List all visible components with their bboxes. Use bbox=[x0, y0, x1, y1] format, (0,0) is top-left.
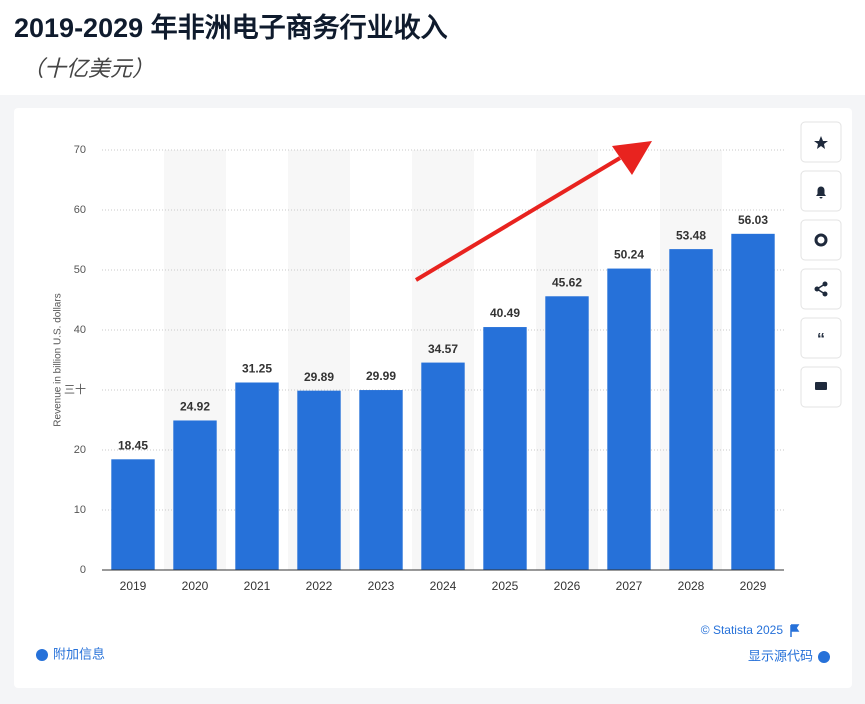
x-tick-label: 2019 bbox=[120, 579, 147, 593]
cite-button[interactable] bbox=[800, 317, 842, 359]
x-tick-label: 2023 bbox=[368, 579, 395, 593]
x-tick-label: 2029 bbox=[740, 579, 767, 593]
credit[interactable]: © Statista 2025 bbox=[701, 623, 784, 637]
side-buttons: “ bbox=[800, 121, 842, 408]
x-tick-label: 2025 bbox=[492, 579, 519, 593]
share-button[interactable] bbox=[800, 268, 842, 310]
bar bbox=[235, 382, 279, 570]
bar bbox=[421, 362, 465, 570]
bar bbox=[359, 390, 403, 570]
info-icon bbox=[818, 651, 830, 663]
data-label: 29.89 bbox=[304, 370, 334, 384]
settings-button[interactable] bbox=[800, 219, 842, 261]
data-label: 24.92 bbox=[180, 400, 210, 414]
y-tick-label: 70 bbox=[74, 144, 86, 156]
data-label: 31.25 bbox=[242, 362, 272, 376]
data-label: 53.48 bbox=[676, 228, 706, 242]
y-tick-label: 50 bbox=[74, 264, 86, 276]
gear-icon bbox=[814, 233, 828, 247]
bar bbox=[297, 390, 341, 570]
x-tick-label: 2022 bbox=[306, 579, 333, 593]
bar bbox=[669, 249, 713, 570]
bell-icon bbox=[816, 186, 826, 199]
arrow-head bbox=[612, 141, 652, 175]
data-label: 50.24 bbox=[614, 248, 644, 262]
bar bbox=[545, 296, 589, 570]
y-tick-label: 40 bbox=[74, 324, 86, 336]
show-source-link[interactable]: 显示源代码 bbox=[748, 648, 813, 663]
y-tick-label: 60 bbox=[74, 204, 86, 216]
arrow-shaft bbox=[414, 156, 622, 282]
additional-info-link[interactable]: 附加信息 bbox=[53, 646, 105, 661]
data-label: 34.57 bbox=[428, 342, 458, 356]
data-label: 40.49 bbox=[490, 306, 520, 320]
bar bbox=[607, 268, 651, 570]
bar bbox=[173, 420, 217, 570]
info-icon bbox=[36, 649, 48, 661]
y-tick-label: 三十 bbox=[64, 382, 86, 396]
bar bbox=[111, 459, 155, 570]
quote-icon: “ bbox=[817, 331, 825, 348]
arrow-annotation bbox=[414, 141, 652, 282]
print-icon bbox=[815, 382, 827, 390]
plot: 0 10 20 三十 40 50 60 70 18.45 2019 24.92 2020 31.25 20… bbox=[64, 144, 784, 593]
flag-icon bbox=[790, 624, 800, 637]
y-axis-title: Revenue in billion U.S. dollars bbox=[53, 293, 64, 426]
data-label: 29.99 bbox=[366, 369, 396, 383]
bar bbox=[483, 327, 527, 570]
chart-title: 2019-2029 年非洲电子商务行业收入 bbox=[14, 12, 448, 43]
y-tick-label: 10 bbox=[74, 504, 86, 516]
x-tick-label: 2020 bbox=[182, 579, 209, 593]
y-tick-label: 20 bbox=[74, 444, 86, 456]
data-label: 45.62 bbox=[552, 275, 582, 289]
data-label: 18.45 bbox=[118, 438, 148, 452]
chart-subtitle: （十亿美元） bbox=[22, 56, 154, 81]
bar bbox=[731, 233, 775, 570]
x-tick-label: 2024 bbox=[430, 579, 457, 593]
share-icon bbox=[814, 281, 828, 297]
x-tick-label: 2028 bbox=[678, 579, 705, 593]
data-label: 56.03 bbox=[738, 213, 768, 227]
x-tick-label: 2027 bbox=[616, 579, 643, 593]
star-icon bbox=[814, 136, 828, 149]
x-tick-label: 2021 bbox=[244, 579, 271, 593]
y-tick-label: 0 bbox=[80, 564, 86, 576]
x-tick-label: 2026 bbox=[554, 579, 581, 593]
